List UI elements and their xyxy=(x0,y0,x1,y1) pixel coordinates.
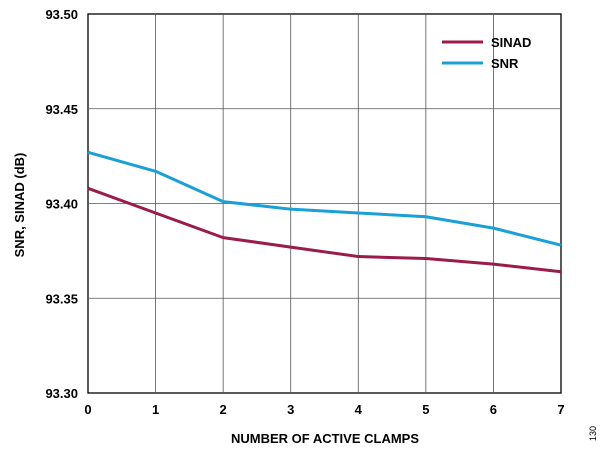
x-tick-label: 2 xyxy=(220,402,227,417)
figure-id: 130 xyxy=(588,426,598,441)
y-axis-title: SNR, SINAD (dB) xyxy=(12,153,27,258)
y-tick-label: 93.50 xyxy=(45,7,78,22)
y-tick-label: 93.40 xyxy=(45,197,78,212)
x-axis-title: NUMBER OF ACTIVE CLAMPS xyxy=(231,431,419,446)
x-tick-label: 0 xyxy=(84,402,91,417)
x-tick-label: 5 xyxy=(422,402,429,417)
series-lines xyxy=(87,150,562,274)
y-tick-label: 93.35 xyxy=(45,291,78,306)
legend: SINAD SNR xyxy=(442,35,531,71)
x-tick-label: 6 xyxy=(490,402,497,417)
legend-label-snr: SNR xyxy=(491,56,519,71)
y-tick-label: 93.45 xyxy=(45,102,78,117)
y-tick-labels: 93.30 93.35 93.40 93.45 93.50 xyxy=(45,7,78,401)
x-tick-label: 7 xyxy=(557,402,564,417)
series-line-snr xyxy=(87,150,562,247)
y-tick-label: 93.30 xyxy=(45,386,78,401)
x-tick-label: 1 xyxy=(152,402,159,417)
x-tick-labels: 0 1 2 3 4 5 6 7 xyxy=(84,402,564,417)
series-line-sinad xyxy=(87,186,562,274)
legend-label-sinad: SINAD xyxy=(491,35,531,50)
x-tick-label: 3 xyxy=(287,402,294,417)
x-tick-label: 4 xyxy=(355,402,363,417)
horizontal-gridlines xyxy=(88,108,561,299)
